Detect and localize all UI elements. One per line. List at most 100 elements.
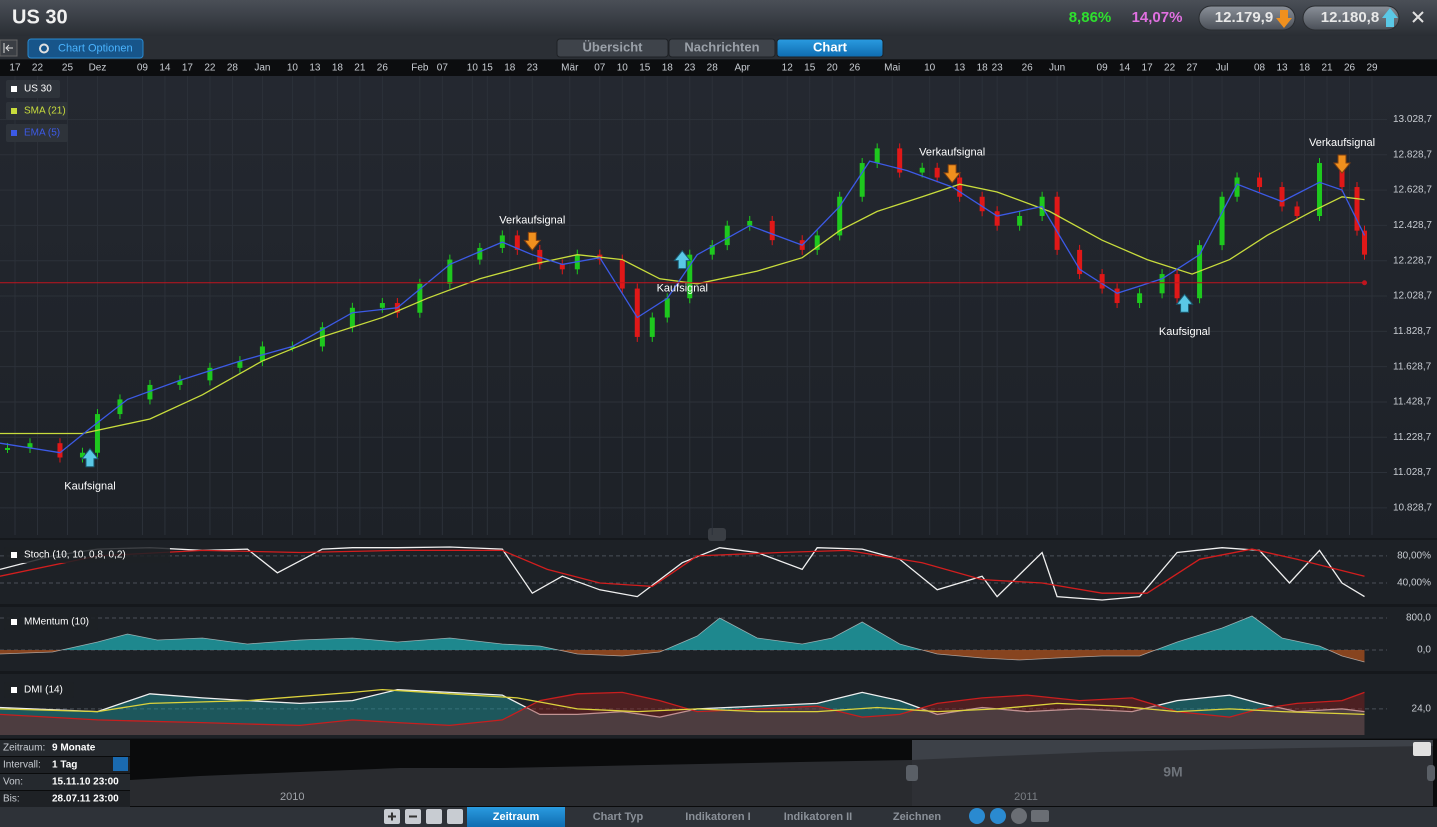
panel-resize-handle[interactable] [708, 528, 726, 541]
toolbar-tab[interactable] [869, 807, 965, 827]
x-tick-label: 15 [804, 63, 816, 74]
collapse-icon [3, 43, 13, 53]
navigator-range: 9M [1163, 764, 1182, 780]
navigator-year: 2010 [280, 791, 304, 803]
candle [994, 211, 1000, 226]
x-tick-label: 22 [204, 63, 216, 74]
x-tick-label: Jun [1049, 63, 1065, 74]
buy-arrow [673, 249, 692, 270]
candle [1077, 249, 1083, 275]
indicator-line [0, 183, 1365, 435]
date-axis [0, 60, 1437, 76]
x-tick-label: 22 [32, 63, 44, 74]
candle [1159, 274, 1165, 294]
info-table: Zeitraum: 9 Monate Intervall: 1 Tag Von: 15.1… [0, 740, 130, 807]
candle [117, 399, 123, 415]
close-button[interactable] [1412, 11, 1424, 23]
y-tick-label: 12.228,7 [1393, 255, 1432, 266]
tab[interactable] [668, 38, 776, 58]
tab-label: Chart [813, 39, 848, 54]
candle [619, 259, 625, 289]
panel-title: DMI (14) [24, 685, 63, 696]
legend-swatch [11, 130, 17, 136]
panel-title-box [4, 614, 98, 630]
legend-swatch [11, 86, 17, 92]
x-tick-label: 13 [1276, 63, 1288, 74]
legend-label: SMA (21) [24, 106, 66, 117]
x-tick-label: Mär [561, 63, 579, 74]
sell-button[interactable] [1198, 5, 1296, 31]
momentum-area [0, 616, 1365, 662]
legend-box[interactable] [6, 80, 60, 98]
chart-options-button[interactable] [27, 38, 144, 59]
indicator-line [0, 548, 1365, 594]
y-tick-label: 12.828,7 [1393, 149, 1432, 160]
x-tick-label: 23 [992, 63, 1004, 74]
navigator-handle[interactable] [1427, 765, 1435, 781]
sell-arrow [943, 164, 962, 184]
candle [259, 346, 265, 362]
x-tick-label: Apr [734, 63, 750, 74]
legend-box[interactable] [6, 124, 68, 142]
candle [94, 414, 100, 453]
candle [1054, 196, 1060, 250]
toolbar-tab-label: Chart Typ [593, 811, 644, 823]
indicator-line [0, 546, 1365, 601]
draw-tool[interactable] [1031, 810, 1049, 822]
draw-tool[interactable] [1011, 808, 1027, 824]
tab[interactable] [556, 38, 669, 58]
draw-tool[interactable] [990, 808, 1006, 824]
x-tick-label: 09 [137, 63, 149, 74]
x-tick-label: 07 [437, 63, 449, 74]
reset[interactable] [447, 809, 463, 824]
tab[interactable] [776, 38, 884, 58]
x-tick-label: 13 [309, 63, 321, 74]
toolbar-tab[interactable] [569, 807, 667, 827]
toolbar-tab-label: Indikatoren I [685, 811, 750, 823]
x-tick-label: 18 [1299, 63, 1311, 74]
x-tick-label: Dez [89, 63, 107, 74]
main-panel [0, 76, 1437, 538]
draw-tool[interactable] [969, 808, 985, 824]
info-value: 1 Tag [52, 760, 77, 771]
x-tick-label: 20 [827, 63, 839, 74]
tab-label: Nachrichten [684, 39, 759, 54]
lock-button[interactable] [113, 757, 128, 771]
candle [859, 163, 865, 197]
panel-title-swatch [11, 619, 17, 625]
toolbar-tab[interactable] [467, 807, 565, 827]
info-value: 28.07.11 23:00 [52, 794, 119, 805]
legend-box[interactable] [6, 102, 68, 120]
info-key: Von: [3, 777, 23, 788]
x-tick-label: 29 [1366, 63, 1378, 74]
info-row [0, 774, 130, 790]
candle [934, 167, 940, 178]
candle [27, 443, 33, 448]
y-tick-label: 40,00% [1397, 578, 1431, 589]
chart-options-label: Chart Optionen [58, 42, 133, 54]
info-row [0, 740, 130, 756]
info-value: 15.11.10 23:00 [52, 777, 119, 788]
buy-button[interactable] [1302, 5, 1400, 31]
x-tick-label: 21 [1321, 63, 1333, 74]
candle [1317, 163, 1323, 216]
x-tick-label: 09 [1097, 63, 1109, 74]
x-tick-label: 13 [954, 63, 966, 74]
refresh[interactable] [426, 809, 442, 824]
y-tick-label: 11.628,7 [1393, 361, 1432, 372]
candle [147, 384, 153, 400]
x-tick-label: 17 [182, 63, 194, 74]
candle [634, 288, 640, 337]
candle [1219, 196, 1225, 246]
toolbar-tab[interactable] [669, 807, 767, 827]
candle [79, 452, 85, 458]
toolbar-tabs: Zeitraum Chart Typ Indikatoren I Indikatore… [467, 807, 965, 827]
toolbar-tab[interactable] [769, 807, 867, 827]
navigator-handle[interactable] [906, 765, 918, 781]
toolbar-icons [388, 812, 417, 821]
x-tick-label: 10 [617, 63, 629, 74]
navigator-menu[interactable] [1413, 742, 1431, 756]
indicator-area [0, 692, 1365, 735]
